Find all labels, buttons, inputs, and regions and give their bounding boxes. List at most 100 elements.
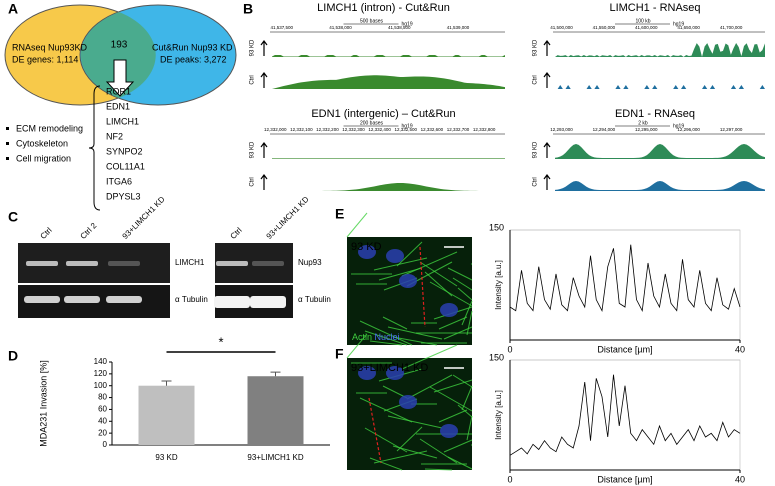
venn-count: 193 xyxy=(111,40,128,51)
coord-label: 12,293,000 xyxy=(550,127,573,132)
coverage xyxy=(272,183,505,191)
actin-fiber xyxy=(466,415,473,441)
actin-fiber xyxy=(433,379,473,393)
coord-label: 41,538,000 xyxy=(329,25,352,30)
actin-fiber xyxy=(346,333,368,359)
coord-label: 12,332,000 xyxy=(264,127,287,132)
plot-frame xyxy=(509,229,741,341)
scale-label: 100 kb xyxy=(635,18,650,24)
actin-fiber xyxy=(387,415,443,429)
y-tick-label: 140 xyxy=(94,357,108,366)
bar xyxy=(138,385,195,445)
actin-fiber xyxy=(359,320,413,346)
actin-fiber xyxy=(466,310,473,336)
row-arrow xyxy=(260,40,268,56)
row-label: Ctrl xyxy=(250,75,256,84)
coverage xyxy=(272,158,505,159)
actin-fiber xyxy=(369,457,403,471)
x-tick-label: 0 xyxy=(507,344,512,354)
track-title: EDN1 - RNAseq xyxy=(615,108,695,120)
bar xyxy=(247,376,304,445)
panel-letter: A xyxy=(8,1,18,17)
panel-letter: D xyxy=(8,348,18,364)
row-label: 93 KD xyxy=(250,141,256,158)
gene: LIMCH1 xyxy=(106,116,139,126)
process: Cell migration xyxy=(16,153,71,163)
venn-overlap xyxy=(80,12,156,98)
actin-fiber xyxy=(424,468,453,471)
y-tick-label: 150 xyxy=(489,222,504,232)
lane-label: Ctrl 2 xyxy=(79,221,99,241)
nucleus xyxy=(440,424,458,438)
gene: SYNPO2 xyxy=(106,146,143,156)
row-label: 93 KD xyxy=(533,141,539,158)
y-axis-label: MDA231 Invasion [%] xyxy=(38,360,48,447)
process: Cytoskeleton xyxy=(16,138,68,148)
actin-fiber xyxy=(364,330,408,346)
lane-label: Ctrl xyxy=(229,226,244,241)
row-arrow xyxy=(260,72,268,88)
coord-label: 12,332,300 xyxy=(342,127,365,132)
actin-fiber xyxy=(447,267,473,281)
coord-label: 41,600,000 xyxy=(635,25,658,30)
bullet xyxy=(6,127,9,130)
band xyxy=(108,261,140,266)
track-title: EDN1 (intergenic) – Cut&Run xyxy=(311,108,455,120)
actin-fiber xyxy=(457,287,473,301)
coord-label: 12,332,500 xyxy=(395,127,418,132)
arrow xyxy=(105,59,135,97)
target-label: LIMCH1 xyxy=(175,258,205,267)
nucleus xyxy=(399,274,417,288)
actin-fiber xyxy=(387,326,443,340)
track-title: LIMCH1 - RNAseq xyxy=(609,2,700,14)
band xyxy=(216,261,248,266)
actin-fiber xyxy=(406,374,453,400)
venn-label: RNAseq Nup93KD xyxy=(12,42,88,52)
row-arrow xyxy=(260,174,268,190)
row-label: 93 KD xyxy=(533,39,539,56)
gene: NF2 xyxy=(106,131,123,141)
x-tick-label: 0 xyxy=(507,474,512,484)
x-tick-label: 40 xyxy=(735,344,745,354)
coord-label: 12,296,000 xyxy=(677,127,700,132)
actin-fiber xyxy=(346,212,368,238)
y-tick-label: 0 xyxy=(103,440,108,449)
gene: ROR1 xyxy=(106,86,131,96)
panel-letter: E xyxy=(335,206,344,222)
actin-fiber xyxy=(429,281,473,307)
process: ECM remodeling xyxy=(16,123,83,133)
stain-nuclei: Nuclei xyxy=(375,332,400,342)
row-label: Ctrl xyxy=(250,177,256,186)
assembly: hg19 xyxy=(402,21,413,27)
actin-fiber xyxy=(382,385,408,399)
coord-label: 41,550,000 xyxy=(593,25,616,30)
stain-label: Actin Nuclei xyxy=(352,332,400,342)
coverage xyxy=(272,55,505,57)
y-tick-label: 100 xyxy=(94,381,108,390)
band xyxy=(252,261,284,266)
plot-frame xyxy=(509,359,741,471)
gene: ITGA6 xyxy=(106,176,132,186)
nucleus xyxy=(386,366,404,380)
profile-line xyxy=(509,244,741,312)
coverage xyxy=(272,75,505,89)
y-tick-label: 20 xyxy=(98,428,107,437)
actin-fiber xyxy=(452,374,473,388)
actin-fiber xyxy=(369,340,403,346)
target-label: α Tubulin xyxy=(175,295,208,304)
y-axis-label: Intensity [a.u.] xyxy=(494,390,503,440)
bullet xyxy=(6,142,9,145)
error-bar xyxy=(270,371,281,377)
actin-fiber xyxy=(396,241,423,267)
venn-label: DE genes: 1,114 xyxy=(12,54,78,64)
gene: DPYSL3 xyxy=(106,191,141,201)
coord-label: 12,332,100 xyxy=(290,127,313,132)
row-arrow xyxy=(260,142,268,158)
band xyxy=(106,296,142,303)
stain-actin: Actin xyxy=(352,332,372,342)
lane-label: 93+LIMCH1 KD xyxy=(121,195,167,241)
row-label: Ctrl xyxy=(533,177,539,186)
nucleus xyxy=(358,366,376,380)
track-title: LIMCH1 (intron) - Cut&Run xyxy=(317,2,450,14)
